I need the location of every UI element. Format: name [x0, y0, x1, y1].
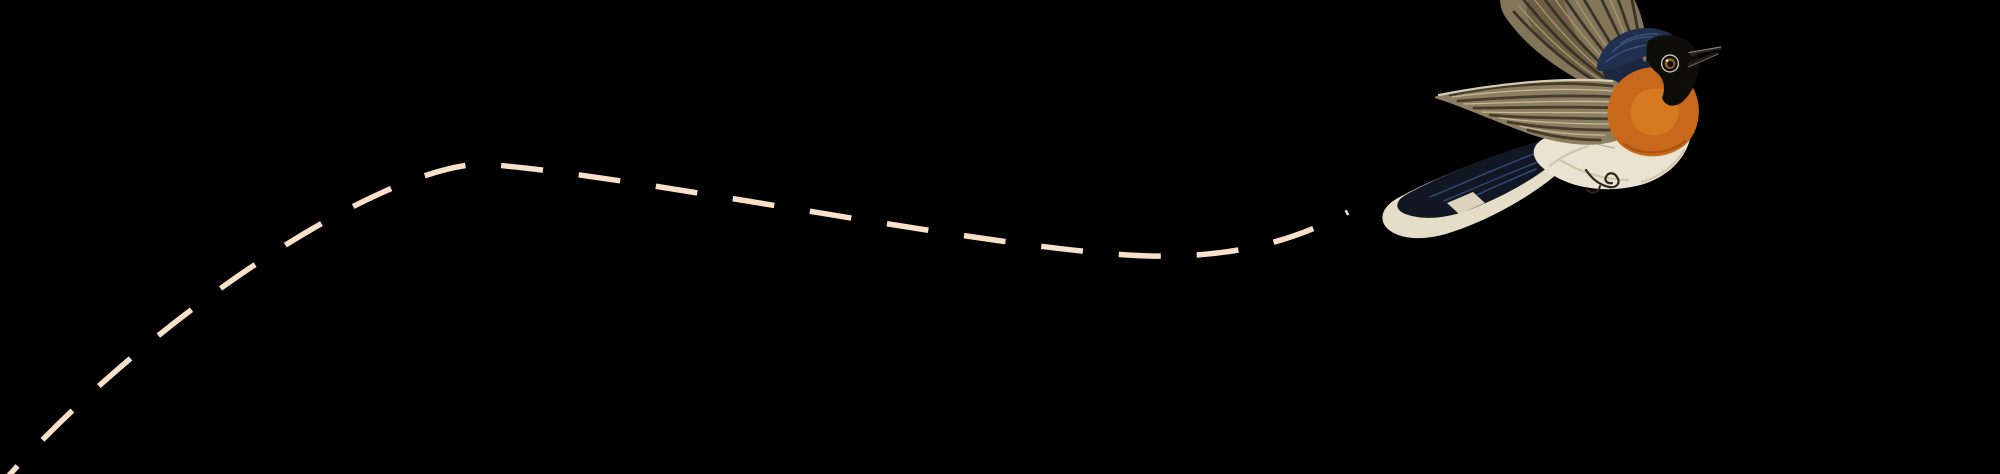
beak-lower-line	[1687, 53, 1719, 68]
feet-curl	[1584, 168, 1620, 189]
near-wing-stripe-dark-6	[1526, 128, 1602, 142]
near-wing-stripe-dark-5	[1506, 120, 1612, 132]
near-wing-stripe-light-1	[1451, 88, 1615, 98]
belly-shade-3	[1641, 149, 1685, 183]
near-wing-stripe-light-5	[1519, 125, 1606, 136]
near-wing-stripe-dark-4	[1488, 113, 1618, 121]
near-wing-stripe-light-3	[1481, 111, 1619, 114]
tail-sheen-2	[1443, 157, 1549, 202]
flight-path	[6, 161, 1350, 474]
beak-upper	[1689, 46, 1722, 57]
near-wing-stripe-light-2	[1463, 100, 1619, 105]
eye-glint	[1665, 59, 1669, 62]
near-wing-stripe-dark-2	[1456, 94, 1619, 103]
belly-shade-2	[1549, 145, 1589, 167]
near-wing-leading-edge	[1437, 78, 1614, 97]
crown-streak-1	[1611, 36, 1653, 53]
near-wing-stripe-light-4	[1499, 117, 1614, 125]
tail-sheen-1	[1429, 149, 1545, 198]
crown-streak-3	[1620, 33, 1659, 44]
beak-top-line	[1688, 46, 1722, 53]
near-wing-stripe-dark-3	[1472, 105, 1621, 110]
swallow-illustration	[1382, 0, 1722, 239]
eye-pupil	[1667, 61, 1674, 67]
tail-dark	[1397, 136, 1563, 218]
chest-lower-edge	[1622, 139, 1687, 154]
belly-shade-1	[1559, 159, 1629, 181]
feet-curl-2	[1586, 185, 1601, 194]
far-wing-shade	[1526, 0, 1628, 98]
tail-white-notch	[1447, 192, 1485, 214]
near-wing-stripe-dark-1	[1448, 82, 1614, 97]
